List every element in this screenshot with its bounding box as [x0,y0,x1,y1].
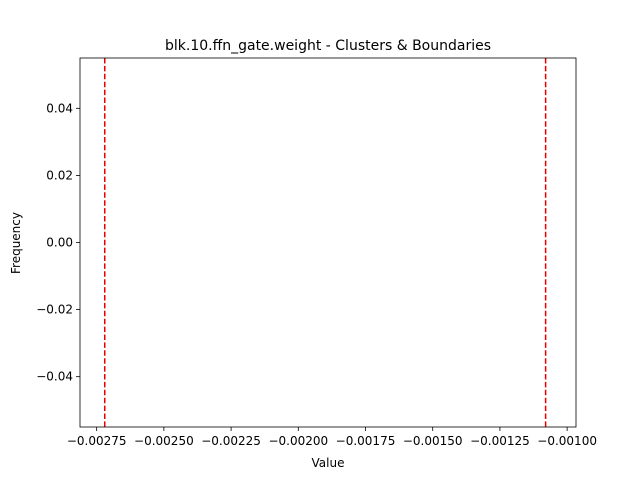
y-tick-label-3: −0.02 [36,303,73,317]
x-tick-label-5: −0.00150 [403,434,463,448]
x-tick-label-1: −0.00250 [134,434,194,448]
y-tick-label-4: −0.04 [36,370,73,384]
y-axis-label: Frequency [9,212,23,274]
x-tick-label-0: −0.00275 [67,434,127,448]
y-tick-label-1: 0.02 [46,168,73,182]
x-tick-label-4: −0.00175 [336,434,396,448]
x-tick-label-6: −0.00125 [470,434,530,448]
y-tick-label-0: 0.04 [46,101,73,115]
x-tick-label-2: −0.00225 [201,434,261,448]
x-tick-label-7: −0.00100 [537,434,597,448]
x-axis-label: Value [312,456,345,470]
axes-frame [79,57,577,428]
y-tick-label-2: 0.00 [46,236,73,250]
chart-title: blk.10.ffn_gate.weight - Clusters & Boun… [165,38,491,54]
plot-area: −0.00275 −0.00250 −0.00225 −0.00200 −0.00175… [36,57,597,448]
x-tick-label-3: −0.00200 [268,434,328,448]
